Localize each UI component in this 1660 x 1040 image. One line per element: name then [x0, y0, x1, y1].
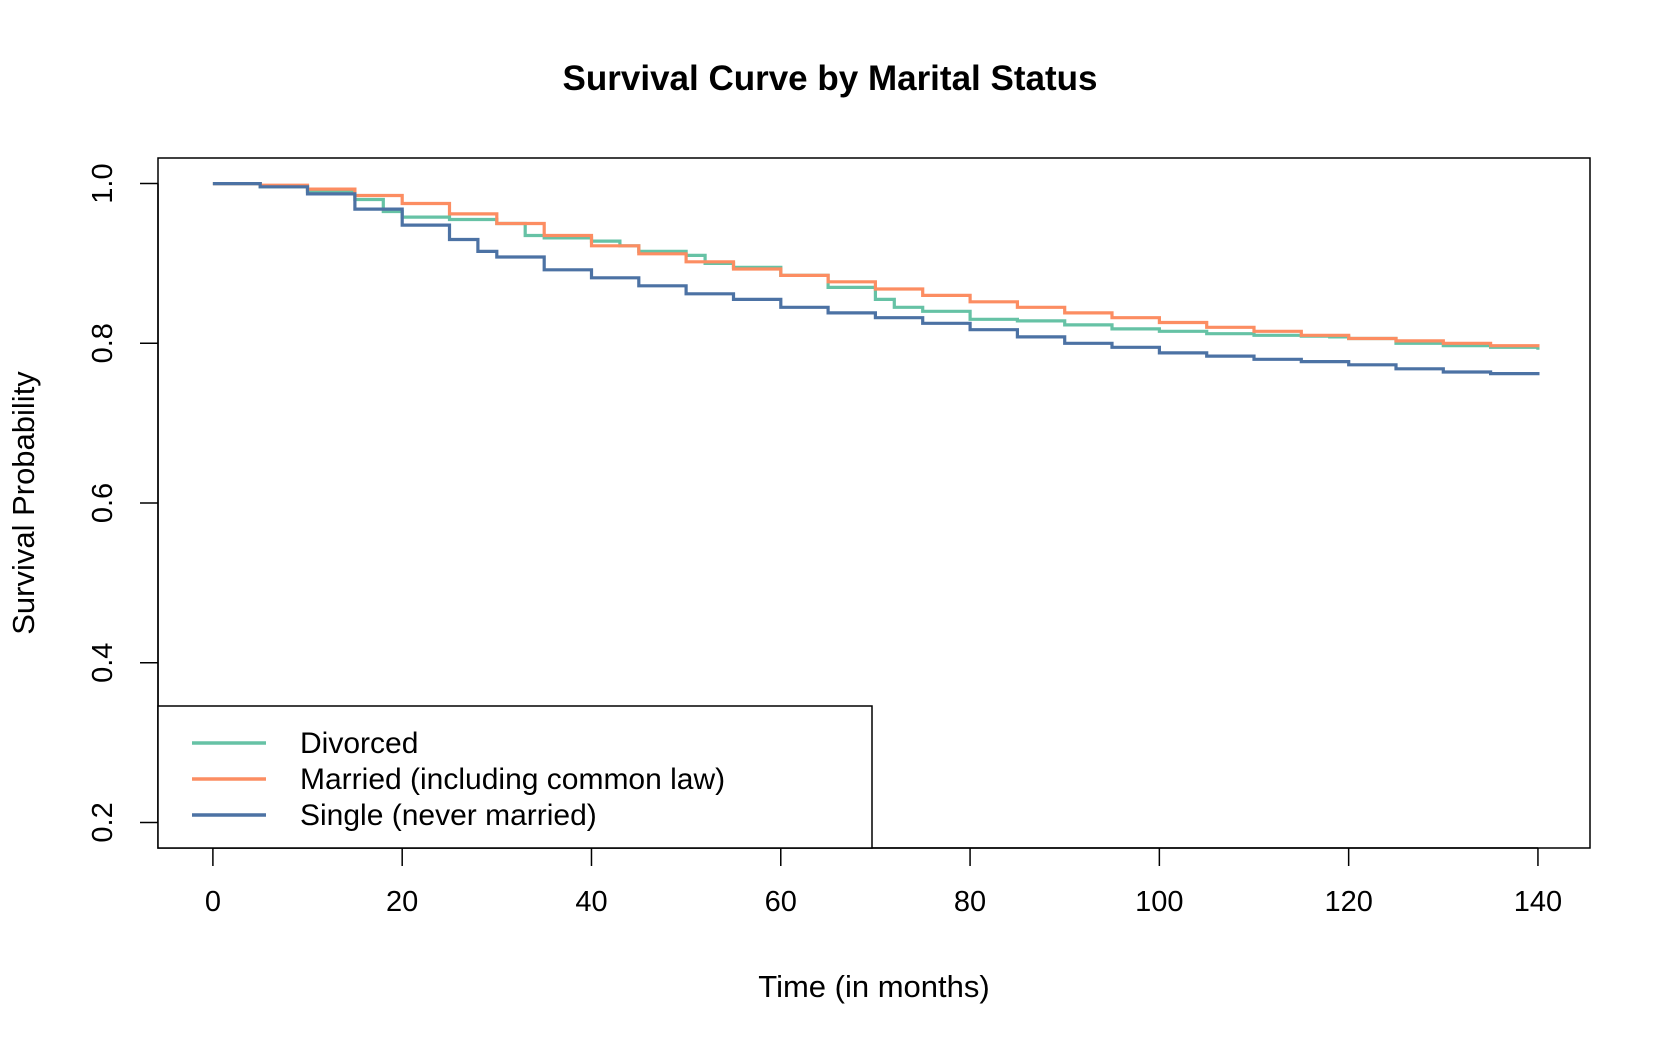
x-axis-label: Time (in months)	[758, 969, 989, 1004]
series-line-1	[212, 182, 1540, 348]
y-axis-label: Survival Probability	[6, 371, 41, 635]
legend-box	[157, 705, 873, 849]
legend-label: Divorced	[300, 727, 418, 760]
y-tick-label: 0.4	[87, 643, 119, 683]
x-tick-label: 60	[765, 886, 797, 918]
legend-label: Single (never married)	[300, 799, 597, 832]
x-tick-label: 20	[386, 886, 418, 918]
y-axis: 0.2 0.4 0.6 0.8 1.0	[87, 163, 159, 843]
legend-label: Married (including common law)	[300, 763, 725, 796]
x-tick-label: 0	[205, 886, 221, 918]
x-axis: 0 20 40 60 80 100 120 140	[205, 847, 1562, 918]
y-tick-label: 1.0	[87, 163, 119, 203]
series-line-2	[212, 182, 1540, 376]
y-tick-label: 0.8	[87, 323, 119, 363]
chart-title: Survival Curve by Marital Status	[563, 59, 1098, 98]
x-tick-label: 80	[954, 886, 986, 918]
y-tick-label: 0.6	[87, 483, 119, 523]
series-layer	[212, 182, 1540, 376]
x-tick-label: 120	[1324, 886, 1372, 918]
series-line-0	[212, 182, 1540, 350]
y-tick-label: 0.2	[87, 802, 119, 842]
x-tick-label: 140	[1514, 886, 1562, 918]
x-tick-label: 100	[1135, 886, 1183, 918]
x-tick-label: 40	[575, 886, 607, 918]
